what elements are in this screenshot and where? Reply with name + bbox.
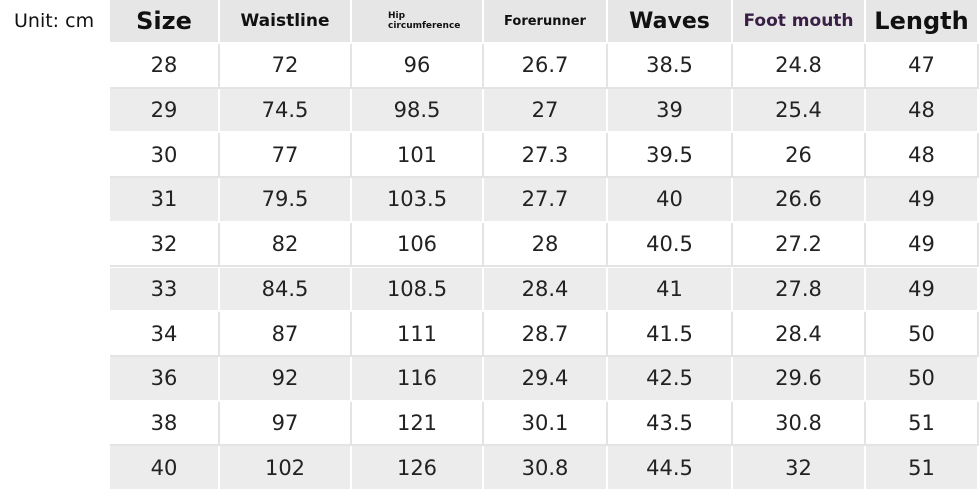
header-cell: Foot mouth — [733, 0, 866, 44]
table-cell: 36 — [110, 356, 220, 402]
table-cell: 28 — [484, 222, 608, 268]
table-cell: 26.7 — [484, 44, 608, 89]
table-cell: 74.5 — [220, 88, 352, 134]
table-cell: 98.5 — [352, 88, 484, 134]
table-cell: 40 — [608, 178, 733, 223]
table-cell: 50 — [866, 356, 979, 402]
table-cell: 30.8 — [733, 401, 866, 447]
table-cell: 26.6 — [733, 178, 866, 223]
table-cell: 106 — [352, 222, 484, 268]
table-cell: 51 — [866, 446, 979, 491]
unit-label: Unit: cm — [14, 10, 95, 32]
table-cell: 26 — [733, 133, 866, 179]
table-cell: 49 — [866, 222, 979, 268]
table-cell: 82 — [220, 222, 352, 268]
table-cell: 126 — [352, 446, 484, 491]
table-cell: 43.5 — [608, 401, 733, 447]
table-cell: 25.4 — [733, 88, 866, 134]
table-cell: 31 — [110, 178, 220, 223]
header-cell: Length — [866, 0, 979, 44]
table-cell: 27.2 — [733, 222, 866, 268]
table-cell: 42.5 — [608, 356, 733, 402]
table-cell: 27 — [484, 88, 608, 134]
size-table: Size Waistline Hip circumference Forerunner… — [110, 0, 979, 491]
table-cell: 38.5 — [608, 44, 733, 89]
table-cell: 49 — [866, 267, 979, 313]
table-cell: 72 — [220, 44, 352, 89]
table-cell: 38 — [110, 401, 220, 447]
table-cell: 102 — [220, 446, 352, 491]
header-cell: Hip circumference — [352, 0, 484, 44]
table-cell: 40.5 — [608, 222, 733, 268]
table-cell: 39.5 — [608, 133, 733, 179]
table-cell: 41 — [608, 267, 733, 313]
table-cell: 50 — [866, 312, 979, 357]
table-cell: 34 — [110, 312, 220, 357]
table-cell: 32 — [733, 446, 866, 491]
table-cell: 40 — [110, 446, 220, 491]
table-cell: 29.4 — [484, 356, 608, 402]
table-cell: 96 — [352, 44, 484, 89]
table-cell: 101 — [352, 133, 484, 179]
table-cell: 28 — [110, 44, 220, 89]
table-cell: 27.7 — [484, 178, 608, 223]
table-cell: 84.5 — [220, 267, 352, 313]
table-cell: 29 — [110, 88, 220, 134]
table-cell: 108.5 — [352, 267, 484, 313]
table-cell: 29.6 — [733, 356, 866, 402]
table-cell: 28.7 — [484, 312, 608, 357]
table-cell: 41.5 — [608, 312, 733, 357]
table-cell: 32 — [110, 222, 220, 268]
table-cell: 111 — [352, 312, 484, 357]
table-cell: 30.1 — [484, 401, 608, 447]
table-cell: 28.4 — [484, 267, 608, 313]
table-cell: 44.5 — [608, 446, 733, 491]
table-cell: 24.8 — [733, 44, 866, 89]
header-cell: Waistline — [220, 0, 352, 44]
header-cell: Size — [110, 0, 220, 44]
table-cell: 49 — [866, 178, 979, 223]
table-cell: 27.8 — [733, 267, 866, 313]
table-cell: 103.5 — [352, 178, 484, 223]
header-cell: Waves — [608, 0, 733, 44]
table-cell: 121 — [352, 401, 484, 447]
table-cell: 33 — [110, 267, 220, 313]
table-cell: 27.3 — [484, 133, 608, 179]
table-cell: 48 — [866, 133, 979, 179]
table-cell: 39 — [608, 88, 733, 134]
table-cell: 97 — [220, 401, 352, 447]
table-cell: 79.5 — [220, 178, 352, 223]
table-cell: 51 — [866, 401, 979, 447]
table-cell: 30 — [110, 133, 220, 179]
table-cell: 48 — [866, 88, 979, 134]
table-cell: 77 — [220, 133, 352, 179]
table-cell: 28.4 — [733, 312, 866, 357]
table-cell: 87 — [220, 312, 352, 357]
table-cell: 30.8 — [484, 446, 608, 491]
table-cell: 92 — [220, 356, 352, 402]
table-cell: 116 — [352, 356, 484, 402]
table-cell: 47 — [866, 44, 979, 89]
header-cell: Forerunner — [484, 0, 608, 44]
